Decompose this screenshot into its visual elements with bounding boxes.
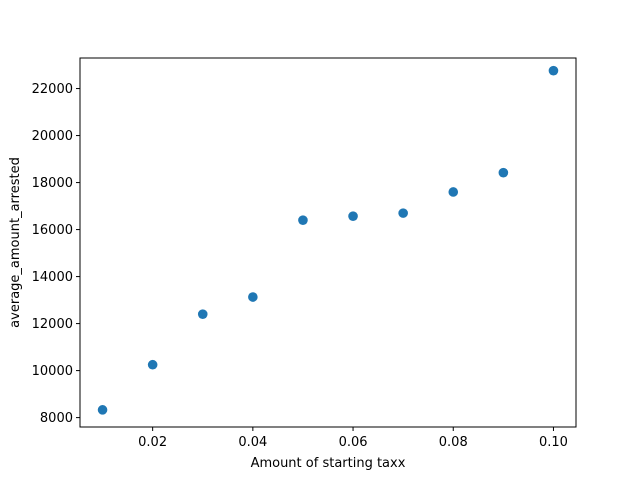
y-tick-label: 22000 [32,82,73,97]
data-point [248,292,258,302]
x-tick-label: 0.10 [539,435,568,450]
y-tick-label: 20000 [32,129,73,144]
plot-area [80,58,576,427]
x-tick-label: 0.04 [238,435,267,450]
y-tick-label: 8000 [40,411,73,426]
y-axis-label: average_amount_arrested [8,157,23,328]
y-tick-label: 14000 [32,270,73,285]
y-tick-label: 12000 [32,317,73,332]
y-tick-label: 16000 [32,223,73,238]
data-points [97,65,559,415]
x-axis-ticks: 0.02 0.04 0.06 0.08 0.10 [138,427,568,450]
x-axis-label: Amount of starting taxx [251,456,406,471]
data-point [398,208,408,218]
y-tick-label: 18000 [32,176,73,191]
x-tick-label: 0.02 [138,435,167,450]
data-point [197,309,208,319]
y-axis-ticks: 8000 10000 12000 14000 16000 18000 20000 22000 [32,82,80,426]
data-point [147,359,158,370]
data-point [97,405,108,415]
x-tick-label: 0.06 [339,435,368,450]
data-point [298,215,308,225]
plot-frame [79,57,577,428]
data-point [548,65,559,76]
data-point [448,187,459,197]
data-point [348,211,358,221]
x-tick-label: 0.08 [439,435,468,450]
data-point [498,167,509,178]
y-tick-label: 10000 [32,364,73,379]
